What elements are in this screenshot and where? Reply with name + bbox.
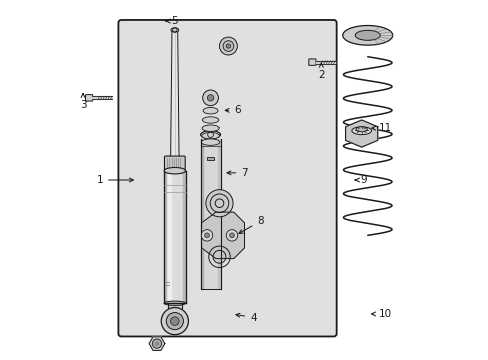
FancyBboxPatch shape <box>85 95 93 101</box>
Ellipse shape <box>355 127 366 132</box>
Circle shape <box>170 317 179 325</box>
Text: 6: 6 <box>225 105 240 115</box>
Polygon shape <box>166 171 183 303</box>
Text: 10: 10 <box>371 309 391 319</box>
Polygon shape <box>200 139 220 289</box>
Circle shape <box>166 312 183 330</box>
FancyBboxPatch shape <box>118 20 336 337</box>
Ellipse shape <box>200 131 220 139</box>
Circle shape <box>201 230 212 241</box>
Circle shape <box>152 339 162 348</box>
Text: 11: 11 <box>371 123 391 133</box>
Polygon shape <box>218 139 220 289</box>
Text: 2: 2 <box>317 63 324 80</box>
Circle shape <box>203 90 218 106</box>
Polygon shape <box>315 61 334 64</box>
Ellipse shape <box>164 167 185 174</box>
Circle shape <box>229 233 234 238</box>
Text: 7: 7 <box>226 168 247 178</box>
Ellipse shape <box>164 301 185 305</box>
Ellipse shape <box>201 139 220 145</box>
Ellipse shape <box>171 28 179 32</box>
Ellipse shape <box>354 30 380 40</box>
Text: 3: 3 <box>80 94 86 110</box>
Polygon shape <box>170 30 179 164</box>
Text: 4: 4 <box>235 312 256 323</box>
Polygon shape <box>345 120 377 147</box>
FancyBboxPatch shape <box>164 156 185 172</box>
Text: 1: 1 <box>96 175 133 185</box>
Polygon shape <box>149 337 164 350</box>
Text: 5: 5 <box>165 16 178 26</box>
Bar <box>206 157 214 160</box>
Text: 9: 9 <box>354 175 366 185</box>
Polygon shape <box>167 174 171 300</box>
Circle shape <box>226 230 237 241</box>
Polygon shape <box>183 171 185 303</box>
Circle shape <box>161 307 188 335</box>
Circle shape <box>223 41 233 51</box>
Circle shape <box>226 44 230 48</box>
Circle shape <box>207 95 213 101</box>
Ellipse shape <box>203 108 218 114</box>
Circle shape <box>205 190 233 217</box>
Ellipse shape <box>202 117 218 123</box>
Text: 8: 8 <box>239 216 264 233</box>
Ellipse shape <box>202 125 219 131</box>
Circle shape <box>155 342 159 346</box>
Polygon shape <box>201 212 244 258</box>
Circle shape <box>204 233 209 238</box>
Polygon shape <box>164 171 166 303</box>
FancyBboxPatch shape <box>308 59 315 65</box>
Ellipse shape <box>201 132 219 139</box>
Polygon shape <box>200 139 203 289</box>
Polygon shape <box>168 303 181 307</box>
Circle shape <box>219 37 237 55</box>
Ellipse shape <box>351 127 371 135</box>
Ellipse shape <box>342 26 392 45</box>
Polygon shape <box>92 96 112 99</box>
